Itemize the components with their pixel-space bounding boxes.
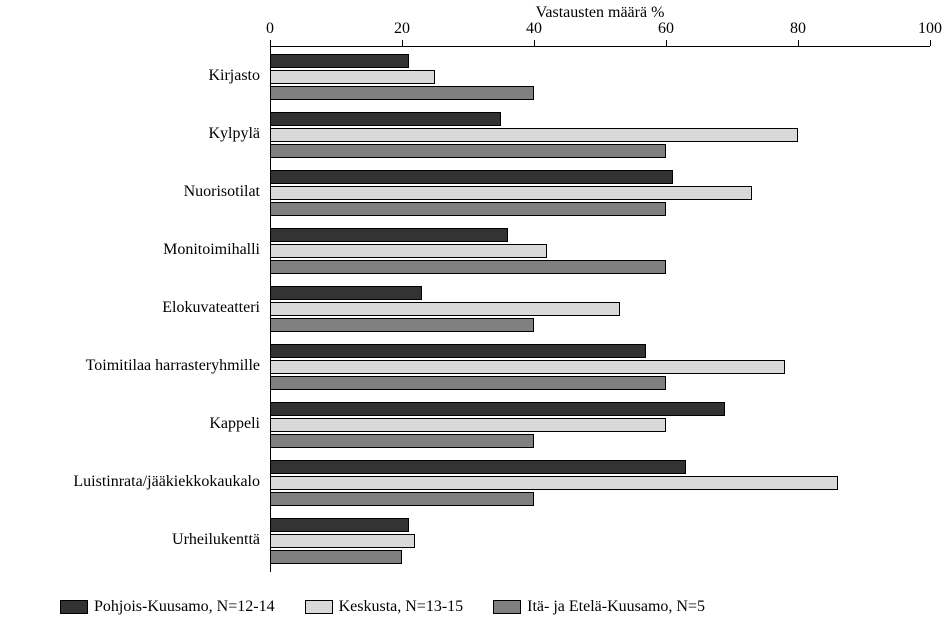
bar xyxy=(270,302,620,316)
bar xyxy=(270,128,798,142)
x-tick xyxy=(270,40,271,46)
x-tick xyxy=(402,40,403,46)
bar xyxy=(270,244,547,258)
bar xyxy=(270,418,666,432)
x-tick-label: 80 xyxy=(790,20,806,38)
legend-swatch xyxy=(60,600,88,614)
bar xyxy=(270,550,402,564)
bar xyxy=(270,70,435,84)
bar xyxy=(270,228,508,242)
bar xyxy=(270,460,686,474)
x-axis-line xyxy=(270,46,930,47)
category-label: Kylpylä xyxy=(208,125,260,143)
bar xyxy=(270,202,666,216)
bar xyxy=(270,518,409,532)
category-label: Luistinrata/jääkiekkokaukalo xyxy=(73,473,260,491)
x-tick-label: 100 xyxy=(918,20,942,38)
legend-label: Pohjois-Kuusamo, N=12-14 xyxy=(94,598,275,616)
category-label: Nuorisotilat xyxy=(184,183,260,201)
x-tick xyxy=(534,40,535,46)
legend-item: Itä- ja Etelä-Kuusamo, N=5 xyxy=(493,598,705,616)
bar xyxy=(270,318,534,332)
category-label: Kirjasto xyxy=(208,67,260,85)
bar xyxy=(270,376,666,390)
bar xyxy=(270,54,409,68)
legend: Pohjois-Kuusamo, N=12-14 Keskusta, N=13-1… xyxy=(60,598,705,616)
x-tick-label: 20 xyxy=(394,20,410,38)
legend-item: Keskusta, N=13-15 xyxy=(305,598,464,616)
x-axis-title: Vastausten määrä % xyxy=(536,4,665,22)
category-label: Monitoimihalli xyxy=(163,241,260,259)
bar xyxy=(270,286,422,300)
legend-label: Itä- ja Etelä-Kuusamo, N=5 xyxy=(527,598,705,616)
x-tick-label: 60 xyxy=(658,20,674,38)
x-tick-label: 0 xyxy=(266,20,274,38)
category-label: Elokuvateatteri xyxy=(162,299,260,317)
legend-item: Pohjois-Kuusamo, N=12-14 xyxy=(60,598,275,616)
x-tick-label: 40 xyxy=(526,20,542,38)
category-label: Urheilukenttä xyxy=(172,531,260,549)
bar xyxy=(270,402,725,416)
category-label: Toimitilaa harrasteryhmille xyxy=(86,357,260,375)
bar xyxy=(270,360,785,374)
x-tick xyxy=(930,40,931,46)
legend-swatch xyxy=(305,600,333,614)
bar xyxy=(270,344,646,358)
bar xyxy=(270,434,534,448)
bar xyxy=(270,170,673,184)
bar xyxy=(270,492,534,506)
bar xyxy=(270,476,838,490)
x-tick xyxy=(666,40,667,46)
bar xyxy=(270,86,534,100)
bar xyxy=(270,534,415,548)
bar xyxy=(270,260,666,274)
bar xyxy=(270,112,501,126)
legend-label: Keskusta, N=13-15 xyxy=(339,598,464,616)
category-label: Kappeli xyxy=(209,415,260,433)
bar xyxy=(270,186,752,200)
legend-swatch xyxy=(493,600,521,614)
bar-chart: Vastausten määrä % 0 20 40 60 80 100 Kirjasto Ky… xyxy=(0,0,950,633)
x-tick xyxy=(798,40,799,46)
bar xyxy=(270,144,666,158)
